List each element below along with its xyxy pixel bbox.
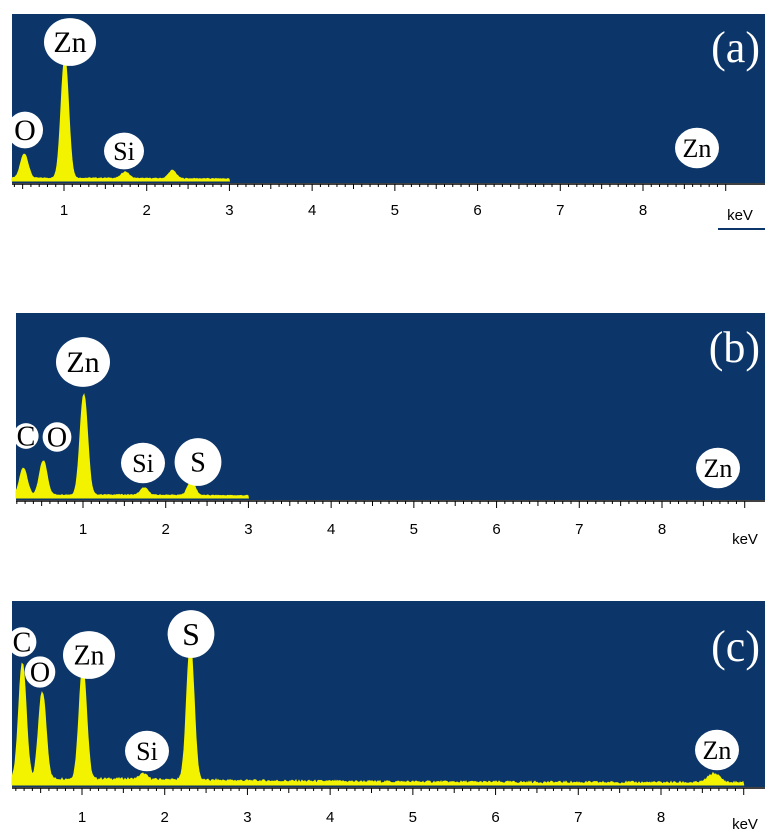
peak-label-text: Zn [704,454,733,483]
x-tick-label: 2 [161,809,169,826]
peak-label-circle [696,447,740,489]
x-tick-label: 8 [639,202,647,219]
peak-label-si: Si [121,442,165,484]
peak-label-text: Zn [66,346,99,379]
panel-a-label: (a) [711,23,760,72]
peak-label-text: Si [132,449,154,478]
panel-a: (a) 1 2 3 4 5 6 7 8 O Zn Si Zn keV [7,14,765,230]
x-tick-label: 7 [556,202,564,219]
x-tick-label: 4 [308,202,316,219]
x-tick-label: 4 [327,521,335,538]
peak-label-zn: Zn [44,18,96,66]
peak-label-si: Si [104,132,144,170]
panel-c-label: (c) [711,622,760,671]
panel-b-x-unit: keV [732,531,758,548]
x-tick-label: 6 [492,521,500,538]
panel-b-label: (b) [709,323,760,372]
peak-label-si: Si [125,730,169,772]
x-tick-label: 2 [143,202,151,219]
peak-label-circle [56,337,110,387]
peak-label-o: O [24,656,56,689]
panel-a-spectrum-trace [11,56,231,182]
x-tick-label: 1 [79,521,87,538]
peak-label-text: Zn [53,26,86,59]
peak-label-text: C [13,628,32,659]
x-tick-label: 1 [78,809,86,826]
peak-label-s: S [167,610,215,658]
peak-label-zn: Zn [56,337,110,387]
peak-label-o: O [42,422,72,454]
panel-c-spectrum-trace [11,644,745,786]
x-tick-label: 5 [391,202,399,219]
x-tick-label: 8 [657,809,665,826]
x-tick-label: 4 [326,809,334,826]
x-tick-label: 5 [409,809,417,826]
peak-label-text: O [30,658,50,689]
peak-label-zn: Zn [675,127,719,169]
peak-label-text: S [182,616,200,652]
panel-c-axis: 1 2 3 4 5 6 7 8 [12,787,765,826]
panel-b: (b) 1 2 3 4 5 6 7 8 C O Zn Si S Zn keV [13,313,765,548]
peak-label-circle [174,438,222,486]
panel-c-x-unit: keV [732,816,758,833]
peak-label-text: Zn [73,641,104,672]
peak-label-circle [675,127,719,169]
x-tick-label: 6 [491,809,499,826]
peak-label-circle [44,18,96,66]
peak-label-text: O [47,423,67,454]
peak-label-text: Zn [683,134,712,163]
peak-label-c: C [13,422,39,453]
peak-label-o: O [7,111,43,149]
x-tick-label: 2 [162,521,170,538]
peak-label-circle [13,423,39,449]
peak-label-circle [7,627,37,657]
panel-b-axis: 1 2 3 4 5 6 7 8 [16,500,765,538]
peak-label-zn: Zn [696,447,740,489]
peak-label-s: S [174,438,222,486]
peak-label-circle [24,656,56,688]
x-tick-label: 3 [243,809,251,826]
panel-c-plot-area [12,601,765,787]
x-tick-label: 8 [658,521,666,538]
peak-label-circle [695,729,739,771]
panel-c-peak-labels: CO Zn Si S Zn [7,610,739,772]
x-tick-label: 7 [574,809,582,826]
x-tick-label: 1 [60,202,68,219]
panel-a-x-unit: keV [727,207,753,224]
x-tick-label: 6 [473,202,481,219]
peak-label-circle [104,132,144,170]
peak-label-text: Si [113,137,135,166]
panel-b-peak-labels: C O Zn Si S Zn [13,337,740,489]
peak-label-zn: Zn [63,631,115,679]
peak-label-circle [42,422,72,452]
x-tick-label: 5 [410,521,418,538]
peak-label-text: S [190,448,206,479]
panel-a-axis: 1 2 3 4 5 6 7 8 [12,183,765,219]
x-tick-label: 3 [244,521,252,538]
panel-c: (c) 1 2 3 4 5 6 7 8 CO Zn Si S Zn keV [7,601,765,833]
peak-label-text: Zn [703,736,732,765]
peak-label-circle [7,111,43,149]
peak-label-circle [121,442,165,484]
peak-label-text: Si [136,737,158,766]
peak-label-zn: Zn [695,729,739,771]
panel-a-peak-labels: O Zn Si Zn [7,18,719,170]
x-tick-label: 7 [575,521,583,538]
peak-label-circle [167,610,215,658]
peak-label-text: O [14,114,36,147]
peak-label-circle [125,730,169,772]
x-tick-label: 3 [225,202,233,219]
peak-label-text: C [17,422,36,453]
peak-label-c: C [7,627,37,659]
panel-b-spectrum-trace [15,393,249,499]
peak-label-circle [63,631,115,679]
